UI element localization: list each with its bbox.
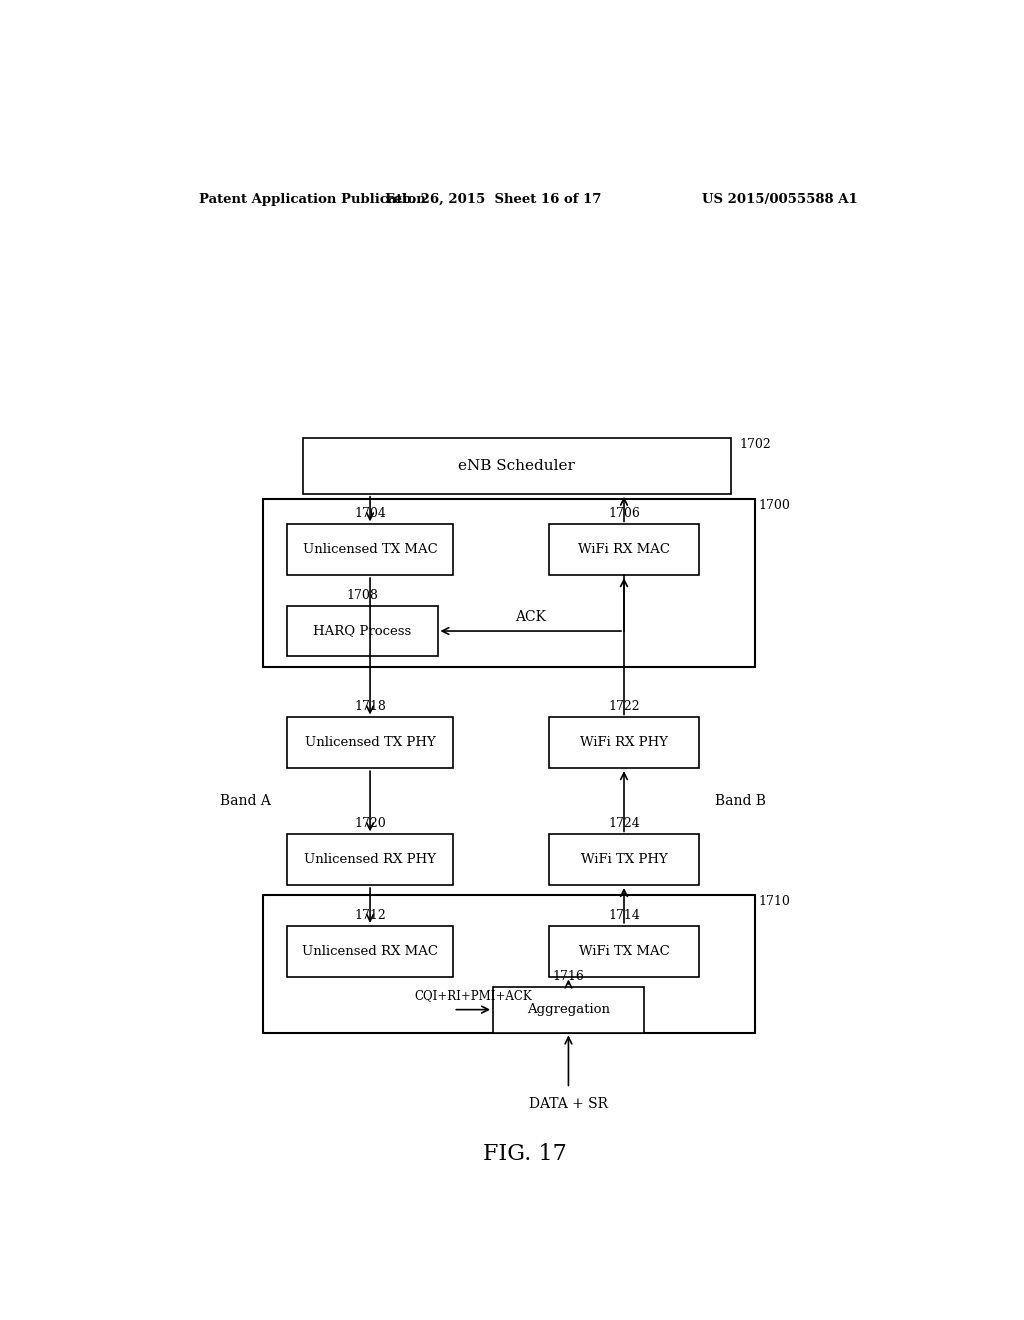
FancyBboxPatch shape <box>494 987 644 1032</box>
FancyBboxPatch shape <box>287 718 454 768</box>
Text: 1700: 1700 <box>759 499 791 512</box>
Text: ACK: ACK <box>515 610 546 624</box>
Text: 1706: 1706 <box>608 507 640 520</box>
Text: WiFi TX MAC: WiFi TX MAC <box>579 945 670 958</box>
Text: Band A: Band A <box>220 795 270 808</box>
Text: Aggregation: Aggregation <box>527 1003 610 1016</box>
FancyBboxPatch shape <box>549 524 699 576</box>
Text: 1724: 1724 <box>608 817 640 830</box>
Text: CQI+RI+PMI+ACK: CQI+RI+PMI+ACK <box>415 990 532 1002</box>
Text: WiFi TX PHY: WiFi TX PHY <box>581 853 668 866</box>
Text: DATA + SR: DATA + SR <box>529 1097 608 1110</box>
Text: 1718: 1718 <box>354 701 386 713</box>
Text: HARQ Process: HARQ Process <box>313 624 412 638</box>
Text: 1714: 1714 <box>608 908 640 921</box>
Text: 1720: 1720 <box>354 817 386 830</box>
Text: 1708: 1708 <box>346 589 378 602</box>
Text: 1722: 1722 <box>608 701 640 713</box>
Text: 1712: 1712 <box>354 908 386 921</box>
Text: 1702: 1702 <box>739 438 771 451</box>
FancyBboxPatch shape <box>287 606 437 656</box>
Text: 1710: 1710 <box>759 895 791 908</box>
Text: Band B: Band B <box>715 795 766 808</box>
Text: Unlicensed RX MAC: Unlicensed RX MAC <box>302 945 438 958</box>
FancyBboxPatch shape <box>287 834 454 886</box>
Text: Feb. 26, 2015  Sheet 16 of 17: Feb. 26, 2015 Sheet 16 of 17 <box>385 193 601 206</box>
Text: Unlicensed TX MAC: Unlicensed TX MAC <box>303 544 437 556</box>
Text: WiFi RX MAC: WiFi RX MAC <box>578 544 670 556</box>
Text: Unlicensed RX PHY: Unlicensed RX PHY <box>304 853 436 866</box>
Text: eNB Scheduler: eNB Scheduler <box>459 459 575 473</box>
FancyBboxPatch shape <box>549 718 699 768</box>
Text: US 2015/0055588 A1: US 2015/0055588 A1 <box>702 193 858 206</box>
FancyBboxPatch shape <box>549 834 699 886</box>
FancyBboxPatch shape <box>549 925 699 977</box>
FancyBboxPatch shape <box>287 925 454 977</box>
Text: 1716: 1716 <box>553 970 585 982</box>
Text: FIG. 17: FIG. 17 <box>483 1143 566 1166</box>
FancyBboxPatch shape <box>303 438 731 494</box>
Text: Patent Application Publication: Patent Application Publication <box>200 193 426 206</box>
Text: WiFi RX PHY: WiFi RX PHY <box>580 737 668 750</box>
FancyBboxPatch shape <box>287 524 454 576</box>
Text: Unlicensed TX PHY: Unlicensed TX PHY <box>305 737 435 750</box>
Text: 1704: 1704 <box>354 507 386 520</box>
